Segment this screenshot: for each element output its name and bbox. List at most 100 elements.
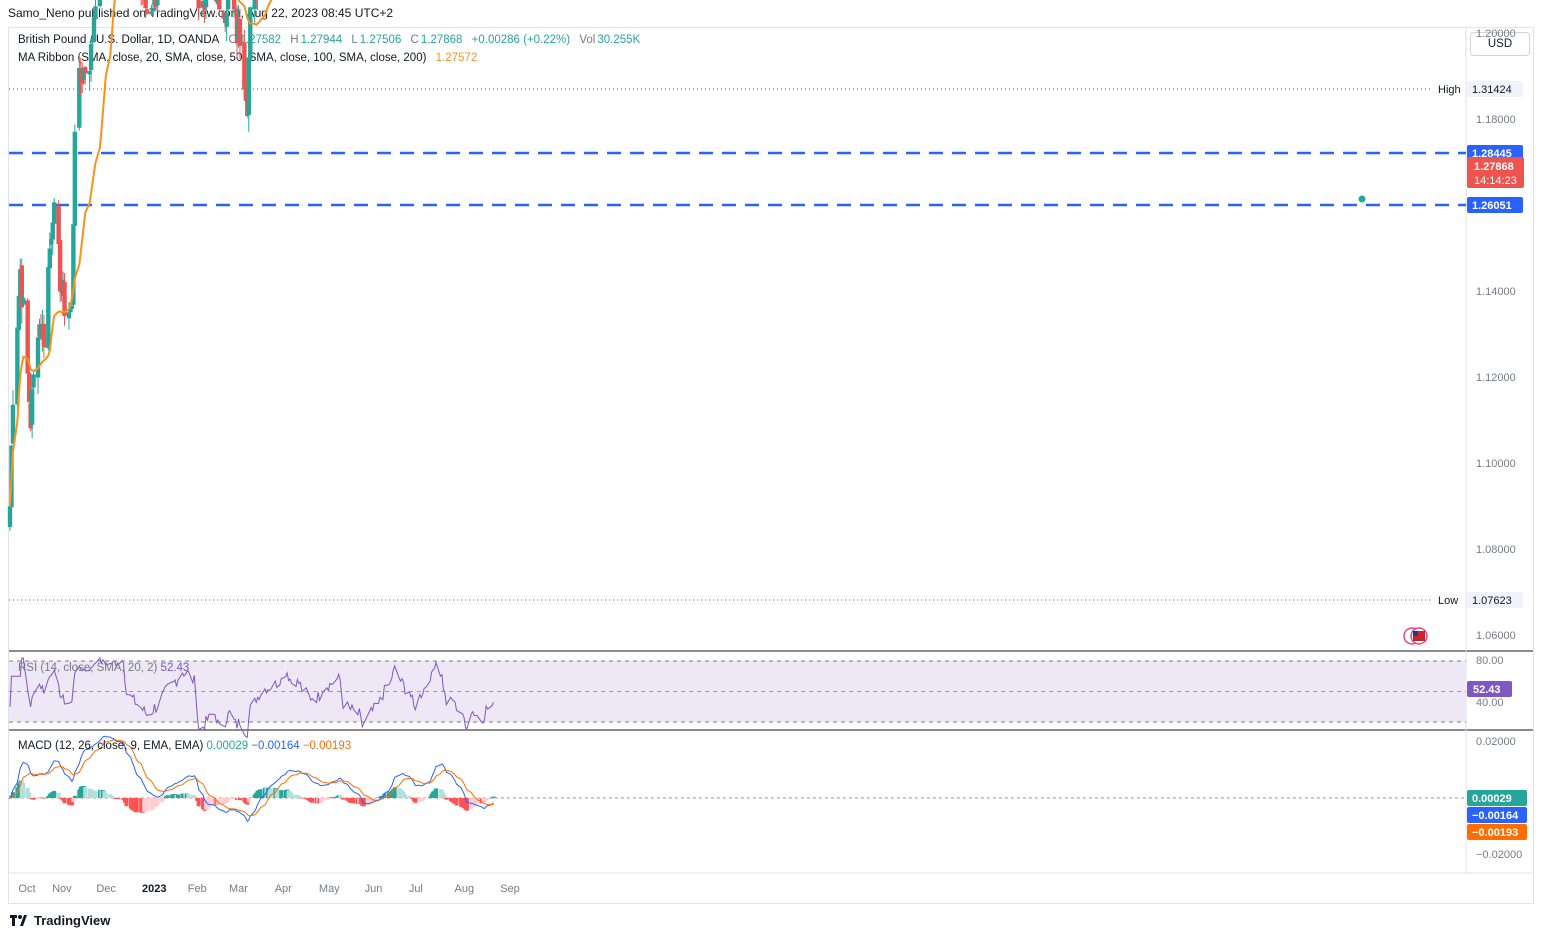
ma-20-line: [9, 0, 273, 507]
macd-hist-bar: [8, 798, 12, 799]
tradingview-footer[interactable]: TradingView: [10, 913, 110, 928]
candle-body: [196, 0, 201, 9]
candle-body: [50, 222, 55, 240]
macd-hist-bar: [103, 792, 108, 798]
candle-body: [68, 308, 73, 313]
ma-legend: MA Ribbon (SMA, close, 20, SMA, close, 5…: [18, 52, 479, 64]
macd-hist-bar: [192, 795, 197, 798]
symbol-title[interactable]: British Pound / U.S. Dollar, 1D, OANDA: [18, 34, 220, 46]
macd-hist-bar: [289, 793, 294, 798]
support-price: 1.26051: [1472, 200, 1512, 212]
low-marker-dot: [1358, 195, 1366, 203]
macd-legend[interactable]: MACD (12, 26, close, 9, EMA, EMA) 0.0002…: [18, 740, 351, 752]
macd-hist-bar: [227, 798, 232, 800]
event-flags-icon[interactable]: [1403, 627, 1428, 645]
macd-hist-bar: [444, 798, 449, 800]
macd-hist-bar: [176, 794, 181, 798]
macd-hist-bar: [341, 798, 346, 800]
macd-hist-bar: [330, 797, 335, 798]
macd-hist-tag: [1467, 790, 1527, 806]
high-value: 1.31424: [1472, 84, 1512, 96]
macd-hist-bar: [206, 798, 211, 808]
macd-hist-bar: [114, 798, 119, 800]
tradingview-logo-icon: [10, 914, 30, 927]
candle-body: [155, 0, 160, 6]
macd-hist-bar: [339, 796, 344, 798]
macd-hist-bar: [36, 798, 41, 799]
macd-hist-bar: [161, 798, 166, 800]
rsi-line: [9, 656, 494, 739]
candle-body: [225, 0, 231, 10]
currency-button[interactable]: USD: [1470, 32, 1530, 56]
candle-body: [7, 506, 13, 527]
macd-hist-bar: [196, 798, 201, 807]
macd-hist-bar: [155, 798, 160, 806]
candle-body: [25, 300, 30, 374]
candle-body: [35, 337, 41, 378]
rsi-tick-40: 40.00: [1476, 697, 1504, 709]
time-label-7: May: [319, 883, 340, 895]
candle-body: [19, 265, 24, 308]
candle-body: [47, 248, 52, 269]
high-label-box: [1433, 81, 1465, 97]
symbol-legend: British Pound / U.S. Dollar, 1D, OANDA O…: [18, 34, 642, 46]
candle-body: [242, 42, 247, 90]
price-tick-9: 1.10000: [1476, 458, 1516, 470]
candle-body: [224, 13, 229, 27]
macd-hist-bar: [165, 795, 170, 798]
candle-body: [62, 282, 67, 316]
macd-hist-bar: [237, 798, 242, 801]
candle-body: [56, 206, 61, 245]
macd-tick-bottom: −0.02000: [1476, 849, 1522, 861]
macd-hist-bar: [475, 798, 480, 804]
last-price-value: 1.27868: [1474, 161, 1514, 173]
candle-body: [203, 0, 209, 8]
ma-title[interactable]: MA Ribbon (SMA, close, 20, SMA, close, 5…: [18, 52, 427, 64]
price-tick-8: 1.12000: [1476, 372, 1516, 384]
candle-body: [88, 43, 94, 71]
macd-hist-bar: [27, 792, 32, 798]
candle-body: [52, 202, 57, 224]
candle-body: [69, 305, 75, 309]
macd-hist-bar: [407, 796, 412, 798]
macd-hist-bar: [326, 798, 331, 800]
candle-body: [16, 295, 22, 330]
macd-hist-bar: [31, 798, 36, 800]
macd-hist-bar: [71, 798, 76, 802]
candle-body: [91, 17, 97, 42]
macd-hist-bar: [72, 795, 77, 798]
macd-value: −0.00164: [251, 740, 300, 752]
macd-hist-bar: [258, 789, 263, 798]
rsi-value-tag: [1467, 681, 1512, 697]
signal-value: −0.00193: [303, 740, 351, 752]
candle-body: [246, 57, 251, 115]
support-price-tag: [1467, 197, 1523, 213]
time-label-4: Feb: [188, 883, 207, 895]
macd-hist-bar: [382, 793, 387, 798]
candle-body: [82, 67, 88, 74]
low-label-box: [1433, 592, 1465, 608]
rsi-tick-80: 80.00: [1476, 655, 1504, 667]
vol-value: 30.255K: [597, 34, 641, 46]
tradingview-brand: TradingView: [34, 913, 111, 928]
macd-line-tag-text: −0.00164: [1472, 810, 1519, 822]
macd-hist-bar: [376, 798, 381, 799]
candle-body: [81, 68, 86, 80]
price-tick-10: 1.08000: [1476, 544, 1516, 556]
time-label-6: Apr: [275, 883, 292, 895]
macd-hist-bar: [413, 798, 418, 803]
rsi-value-tag-text: 52.43: [1473, 684, 1501, 696]
candle-body: [41, 323, 47, 348]
macd-line-tag: [1467, 807, 1527, 823]
rsi-legend[interactable]: RSI (14, close, SMA, 20, 2) 52.43: [18, 662, 189, 674]
open-label: O: [228, 34, 238, 46]
macd-hist-bar: [134, 798, 139, 813]
macd-hist-bar: [327, 798, 332, 799]
macd-hist-bar: [268, 788, 273, 798]
macd-hist-bar: [351, 798, 356, 804]
macd-hist-bar: [298, 796, 303, 798]
candle-body: [221, 12, 226, 19]
macd-hist-bar: [248, 798, 253, 799]
macd-hist-bar: [279, 790, 284, 798]
